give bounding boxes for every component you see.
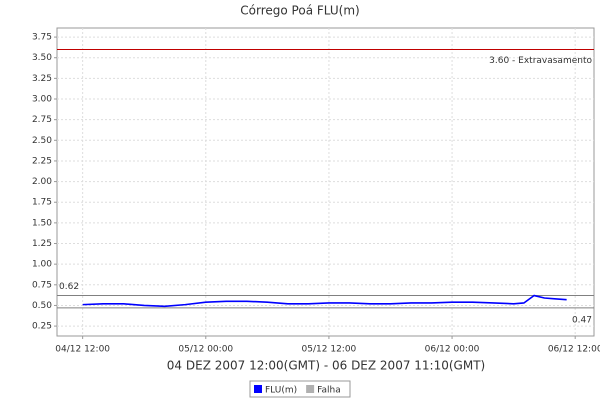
chart-title: Córrego Poá FLU(m) bbox=[240, 4, 359, 18]
y-tick-label: 0.25 bbox=[32, 322, 52, 332]
marker-label: 3.60 - Extravasamento bbox=[489, 56, 592, 66]
y-tick-label: 3.50 bbox=[32, 53, 52, 63]
marker-label: 0.47 bbox=[572, 315, 592, 325]
y-tick-label: 3.25 bbox=[32, 74, 52, 84]
y-tick-label: 0.50 bbox=[32, 301, 52, 311]
x-tick-label: 06/12 00:00 bbox=[425, 345, 480, 355]
y-tick-label: 3.75 bbox=[32, 33, 52, 43]
y-tick-label: 2.25 bbox=[32, 156, 52, 166]
y-tick-label: 1.00 bbox=[32, 260, 52, 270]
legend-label: FLU(m) bbox=[265, 386, 297, 396]
legend-label: Falha bbox=[317, 386, 341, 396]
x-tick-label: 04/12 12:00 bbox=[55, 345, 110, 355]
y-tick-label: 1.50 bbox=[32, 218, 52, 228]
x-axis-label: 04 DEZ 2007 12:00(GMT) - 06 DEZ 2007 11:… bbox=[167, 359, 485, 373]
y-tick-label: 1.75 bbox=[32, 198, 52, 208]
y-tick-label: 1.25 bbox=[32, 239, 52, 249]
y-tick-label: 3.00 bbox=[32, 95, 52, 105]
data-line bbox=[82, 294, 567, 308]
x-tick-label: 05/12 00:00 bbox=[178, 345, 233, 355]
y-tick-label: 0.75 bbox=[32, 280, 52, 290]
marker-label: 0.62 bbox=[59, 282, 79, 292]
x-tick-label: 05/12 12:00 bbox=[302, 345, 357, 355]
y-tick-label: 2.00 bbox=[32, 177, 52, 187]
legend-box bbox=[249, 380, 351, 398]
legend-swatch bbox=[254, 385, 262, 393]
legend-swatch bbox=[306, 385, 315, 393]
y-tick-label: 2.50 bbox=[32, 136, 52, 146]
y-tick-label: 2.75 bbox=[32, 115, 52, 125]
x-tick-label: 06/12 12:00 bbox=[548, 345, 600, 355]
